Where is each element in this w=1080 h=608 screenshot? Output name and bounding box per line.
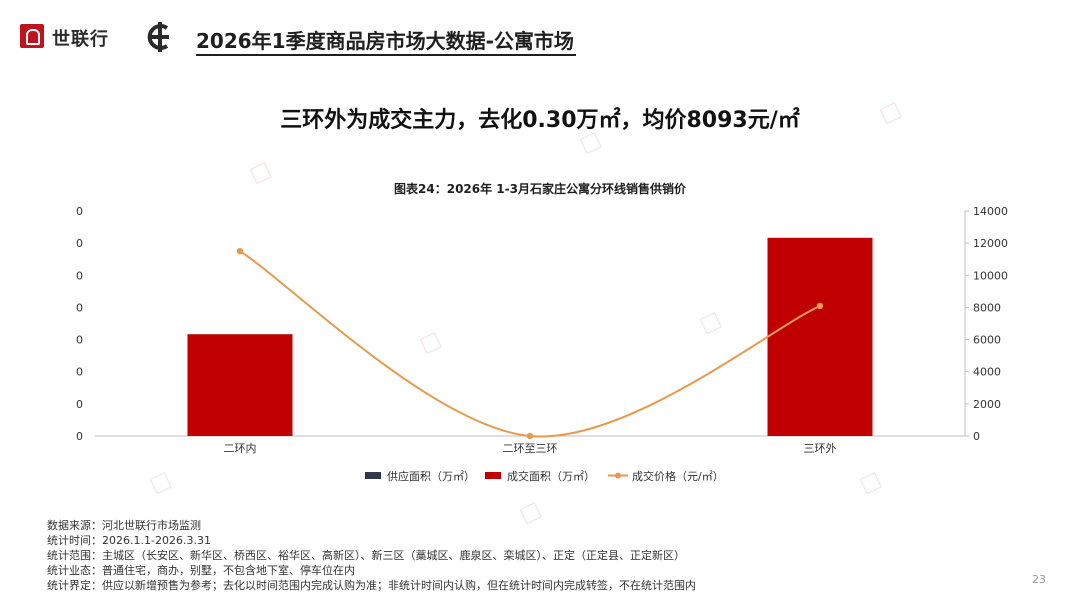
legend-label: 供应面积（万㎡） — [387, 469, 475, 483]
category-label: 三环外 — [804, 442, 837, 455]
right-tick-label: 0 — [973, 430, 980, 443]
note-scope: 统计范围：主城区（长安区、新华区、桥西区、裕华区、高新区）、新三区（藁城区、鹿泉… — [47, 549, 685, 562]
note-time: 统计时间：2026.1.1-2026.3.31 — [47, 534, 211, 547]
compass-logo-icon — [147, 22, 169, 52]
price-point — [816, 302, 824, 310]
left-tick-label: 0 — [76, 430, 83, 443]
bar-sold — [767, 237, 873, 436]
right-tick-label: 4000 — [973, 366, 1001, 379]
headline: 三环外为成交主力，去化0.30万㎡，均价8093元/㎡ — [280, 108, 800, 133]
chart: 0 0 0 0 0 0 0 0 0 2000 4000 6000 8000 10000 12000 14000… — [76, 205, 1008, 483]
legend-label: 成交价格（元/㎡） — [632, 469, 724, 483]
footnotes: 数据来源：河北世联行市场监测 统计时间：2026.1.1-2026.3.31 统… — [47, 518, 696, 593]
chart-title: 图表24：2026年 1-3月石家庄公寓分环线销售供销价 — [394, 182, 686, 196]
right-tick-label: 8000 — [973, 301, 1001, 314]
category-label: 二环内 — [224, 441, 257, 455]
title-underline — [196, 54, 576, 56]
price-point — [236, 247, 244, 255]
note-type: 统计业态：普通住宅，商办，别墅，不包含地下室、停车位在内 — [47, 564, 355, 577]
note-source: 数据来源：河北世联行市场监测 — [47, 519, 201, 532]
right-tick-label: 6000 — [973, 334, 1001, 347]
right-tick-label: 2000 — [973, 398, 1001, 411]
legend-swatch — [485, 472, 501, 479]
left-tick-label: 0 — [76, 237, 83, 250]
right-tick-label: 12000 — [973, 237, 1008, 250]
legend-swatch-dot — [615, 472, 621, 479]
legend-label: 成交面积（万㎡） — [507, 469, 595, 483]
note-definition: 统计界定：供应以新增预售为参考；去化以时间范围内完成认购为准；非统计时间内认购，… — [47, 579, 696, 592]
right-tick-label: 10000 — [973, 269, 1008, 282]
left-tick-label: 0 — [76, 269, 83, 282]
left-tick-label: 0 — [76, 301, 83, 314]
category-label: 二环至三环 — [503, 442, 558, 455]
brand-logo-icon — [20, 24, 44, 48]
price-line — [239, 250, 821, 438]
left-tick-label: 0 — [76, 205, 83, 218]
slide-header: 世联行 2026年1季度商品房市场大数据-公寓市场 — [0, 0, 1080, 80]
legend-swatch — [365, 472, 381, 479]
price-point — [526, 432, 534, 440]
left-tick-label: 0 — [76, 398, 83, 411]
right-tick-label: 14000 — [973, 205, 1008, 218]
page-title: 2026年1季度商品房市场大数据-公寓市场 — [196, 29, 574, 53]
bar-sold — [187, 334, 293, 436]
page-number: 23 — [1032, 573, 1046, 586]
left-tick-label: 0 — [76, 334, 83, 347]
left-tick-label: 0 — [76, 366, 83, 379]
brand-name: 世联行 — [52, 29, 109, 50]
